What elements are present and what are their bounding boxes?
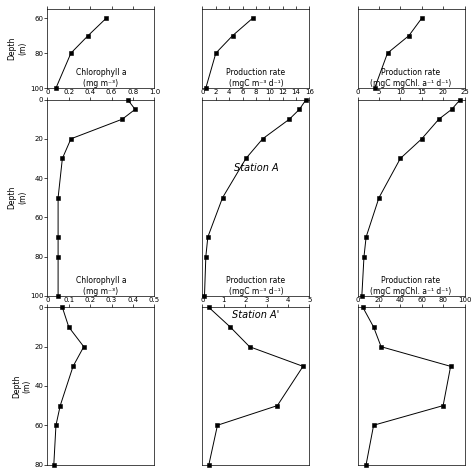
Title: Production rate
(mgC mgChl. a⁻¹ d⁻¹): Production rate (mgC mgChl. a⁻¹ d⁻¹): [370, 276, 452, 296]
Title: Chlorophyll a
(mg m⁻³): Chlorophyll a (mg m⁻³): [75, 68, 126, 88]
Title: Production rate
(mgC mgChl. a⁻¹ d⁻¹): Production rate (mgC mgChl. a⁻¹ d⁻¹): [370, 68, 452, 88]
Text: Station A': Station A': [232, 310, 280, 320]
Y-axis label: Depth
(m): Depth (m): [8, 186, 27, 210]
Y-axis label: Depth
(m): Depth (m): [12, 374, 31, 398]
Title: Production rate
(mgC m⁻³ d⁻¹): Production rate (mgC m⁻³ d⁻¹): [227, 276, 285, 296]
Title: Chlorophyll a
(mg m⁻³): Chlorophyll a (mg m⁻³): [75, 276, 126, 296]
Title: Production rate
(mgC m⁻³ d⁻¹): Production rate (mgC m⁻³ d⁻¹): [227, 68, 285, 88]
Text: Station A: Station A: [234, 163, 278, 173]
Y-axis label: Depth
(m): Depth (m): [8, 37, 27, 61]
